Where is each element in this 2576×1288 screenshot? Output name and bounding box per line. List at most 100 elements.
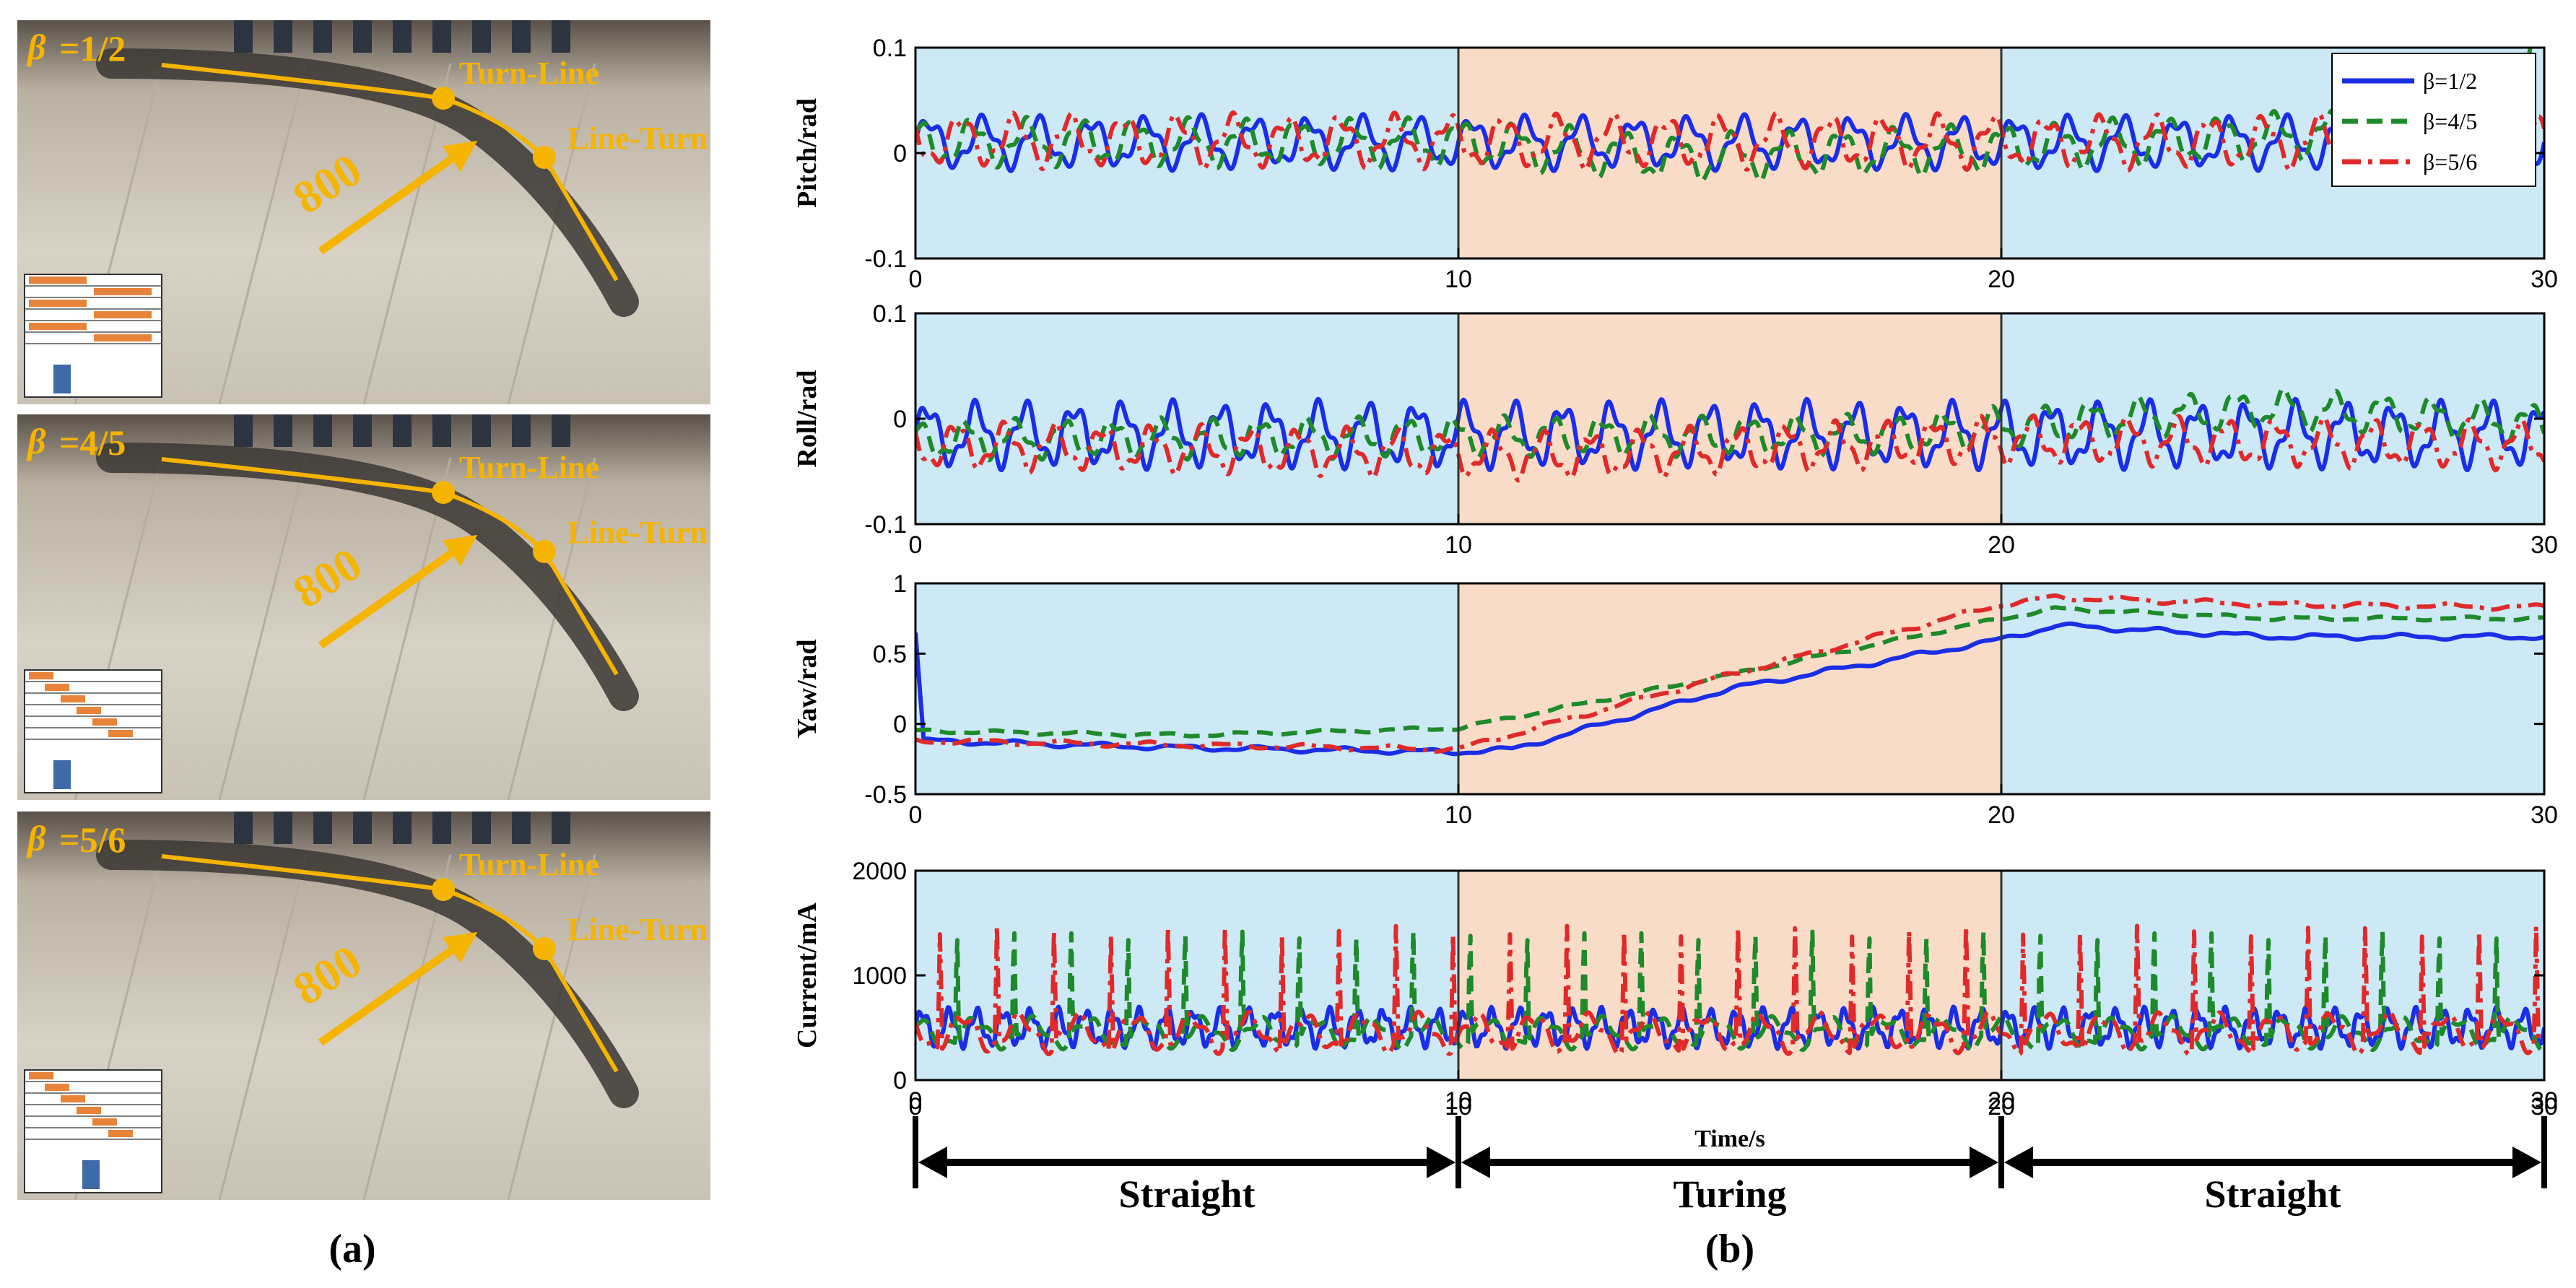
person-legs bbox=[472, 20, 491, 53]
x-tick-label: 0 bbox=[909, 1087, 923, 1115]
arrowhead-right-2 bbox=[1970, 1146, 1998, 1178]
line-turn-marker bbox=[533, 146, 556, 169]
direction-arrow bbox=[318, 534, 478, 649]
x-tick-label: 30 bbox=[2531, 266, 2558, 293]
x-tick-label: 30 bbox=[2531, 1087, 2558, 1115]
y-axis-label: Current/mA bbox=[792, 902, 822, 1048]
person-legs bbox=[512, 414, 531, 447]
y-axis-label: Roll/rad bbox=[792, 370, 822, 467]
legend-entry: β=5/6 bbox=[2423, 149, 2477, 175]
x-tick-label: 10 bbox=[1445, 801, 1472, 829]
gait-inset bbox=[24, 669, 162, 793]
y-tick-label: 2000 bbox=[852, 858, 907, 885]
phase-band-straight bbox=[2001, 871, 2544, 1080]
inset-bar bbox=[92, 1118, 117, 1126]
x-tick-label: 20 bbox=[1988, 1087, 2015, 1115]
y-tick-label: 1 bbox=[893, 570, 907, 598]
phase-tick-0: 0 bbox=[909, 1093, 923, 1121]
chart-panel: 0.10-0.10 10 20 30Pitch/radβ=1/2β=4/5β=5/60… bbox=[792, 35, 2558, 1115]
y-axis-label: Yaw/rad bbox=[792, 639, 822, 738]
person-legs bbox=[274, 20, 292, 53]
person-legs bbox=[552, 414, 570, 447]
legend-entry: β=4/5 bbox=[2423, 108, 2477, 134]
series-line-56 bbox=[915, 593, 2544, 754]
trajectory-line bbox=[161, 854, 619, 1073]
series-group bbox=[915, 48, 2544, 183]
series-group bbox=[915, 923, 2544, 1056]
gait-inset bbox=[24, 274, 162, 398]
x-tick-label: 20 bbox=[1988, 266, 2015, 293]
arrowhead-left-2 bbox=[1461, 1146, 1490, 1178]
phase-band-turn bbox=[1458, 871, 2001, 1080]
inset-bar bbox=[94, 334, 152, 341]
inset-bar bbox=[61, 695, 85, 702]
phase-label-straight-1: Straight bbox=[1119, 1172, 1256, 1216]
person-legs bbox=[432, 414, 451, 447]
person-legs bbox=[393, 414, 412, 447]
phase-label-turning: Turing bbox=[1673, 1172, 1786, 1216]
person-legs bbox=[393, 811, 412, 844]
person-legs bbox=[234, 20, 253, 53]
trajectory-line bbox=[161, 63, 619, 282]
panel-label-a: (a) bbox=[328, 1227, 375, 1271]
person-legs bbox=[353, 414, 372, 447]
series-line-45 bbox=[915, 48, 2533, 183]
y-tick-label: 0 bbox=[893, 406, 907, 433]
person-legs bbox=[552, 20, 570, 53]
inset-bar bbox=[29, 300, 87, 307]
x-axis-label: Time/s bbox=[1694, 1126, 1765, 1152]
inset-bar bbox=[94, 288, 152, 295]
turn-line-label: Turn-Line bbox=[459, 450, 599, 485]
inset-bar bbox=[92, 718, 117, 726]
trajectory-line bbox=[161, 457, 619, 676]
x-tick-label: 30 bbox=[2531, 801, 2558, 829]
y-tick-label: 1000 bbox=[852, 962, 907, 990]
floor-tile-line bbox=[218, 854, 308, 1201]
phase-bar: 0 10 20 30 Time/s Straight Turing Straig… bbox=[909, 1093, 2558, 1216]
person-legs bbox=[353, 811, 372, 844]
person-legs bbox=[274, 811, 292, 844]
floor-tile-line bbox=[218, 63, 308, 405]
person-legs bbox=[432, 20, 451, 53]
arrowhead-left-1 bbox=[918, 1146, 947, 1178]
y-tick-label: -0.1 bbox=[864, 511, 907, 539]
person-legs bbox=[234, 811, 253, 844]
x-tick-label: 20 bbox=[1988, 531, 2015, 559]
series-group bbox=[915, 386, 2544, 483]
legend-entry: β=1/2 bbox=[2423, 68, 2477, 94]
inset-bar bbox=[61, 1095, 85, 1102]
series-line-45 bbox=[915, 386, 2544, 463]
x-tick-label: 0 bbox=[909, 266, 923, 293]
phase-band-straight bbox=[915, 313, 1458, 524]
x-tick-label: 0 bbox=[909, 801, 923, 829]
inset-bar bbox=[108, 1130, 133, 1137]
snake-robot bbox=[96, 840, 639, 1108]
person-legs bbox=[234, 414, 253, 447]
phase-band-turn bbox=[1458, 313, 2001, 524]
person-legs bbox=[353, 20, 372, 53]
y-axis-label: Pitch/rad bbox=[792, 98, 822, 208]
phase-band-straight bbox=[915, 48, 1458, 258]
person-legs bbox=[393, 20, 412, 53]
legend: β=1/2 β=4/5 β=5/6 bbox=[2331, 53, 2536, 187]
x-tick-label: 10 bbox=[1445, 1087, 1472, 1115]
floor-tile-line bbox=[218, 457, 308, 801]
x-tick-label: 0 bbox=[909, 531, 923, 559]
phase-band-straight bbox=[2001, 583, 2544, 794]
inset-bar bbox=[77, 1107, 101, 1114]
y-tick-label: 0.1 bbox=[873, 300, 907, 328]
series-line-12 bbox=[915, 112, 2544, 173]
phase-band-turn bbox=[1458, 48, 2001, 258]
arrowhead-right-3 bbox=[2512, 1146, 2541, 1178]
floor-tile-line bbox=[507, 63, 596, 405]
inset-bar bbox=[29, 277, 87, 284]
x-tick-label: 20 bbox=[1988, 801, 2015, 829]
turn-line-label: Turn-Line bbox=[459, 847, 599, 882]
turn-line-label: Turn-Line bbox=[459, 56, 599, 91]
